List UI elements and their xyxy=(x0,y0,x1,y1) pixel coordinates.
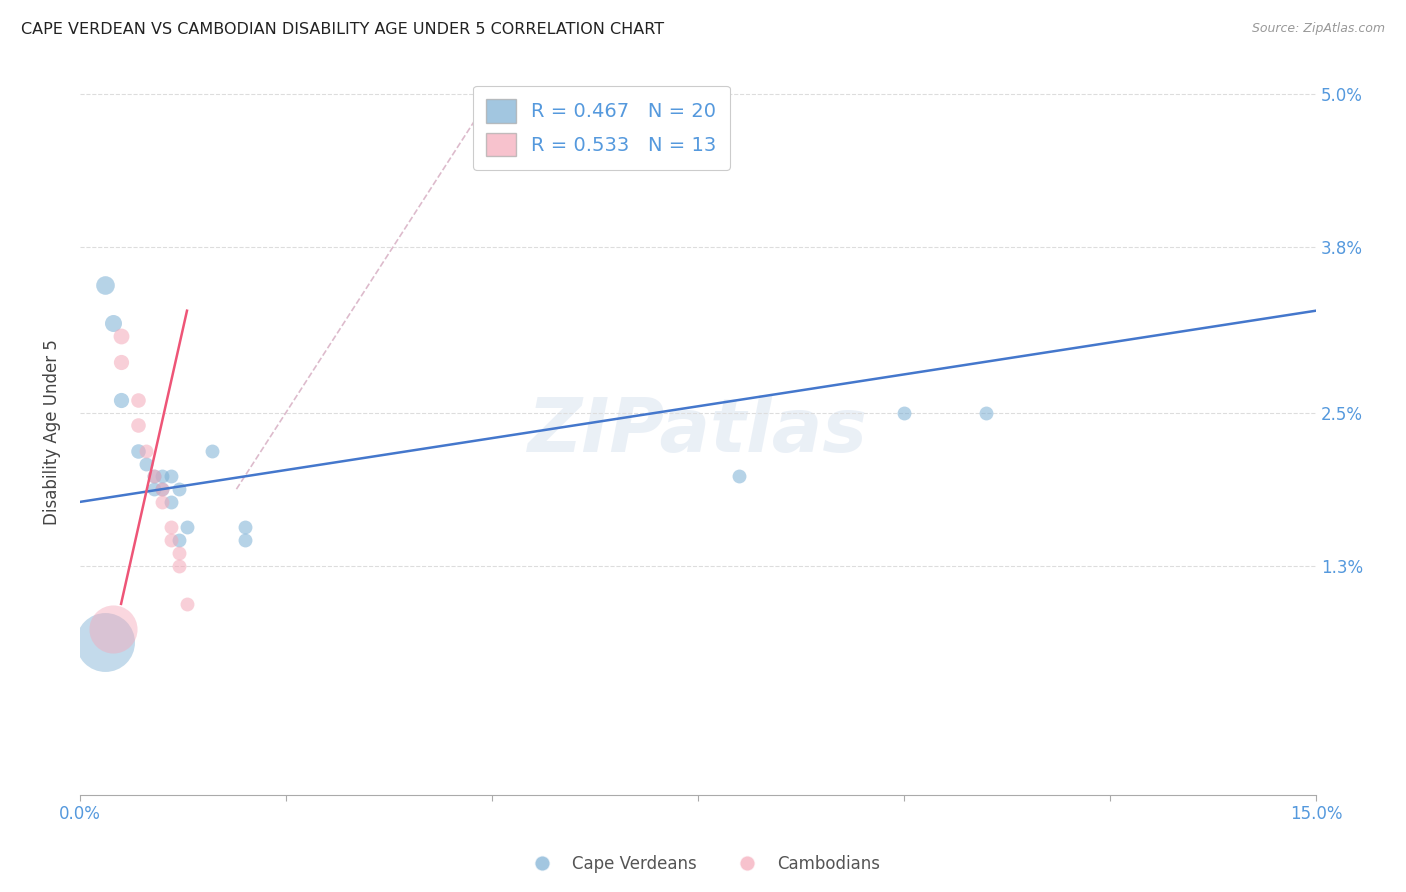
Text: ZIPatlas: ZIPatlas xyxy=(527,395,868,468)
Point xyxy=(176,520,198,534)
Point xyxy=(110,392,132,407)
Point xyxy=(93,635,115,649)
Point xyxy=(176,597,198,611)
Point xyxy=(974,406,997,420)
Point xyxy=(150,482,173,496)
Point xyxy=(893,406,915,420)
Y-axis label: Disability Age Under 5: Disability Age Under 5 xyxy=(44,339,60,524)
Point xyxy=(110,329,132,343)
Point xyxy=(101,623,124,637)
Point xyxy=(728,469,751,483)
Point xyxy=(167,482,190,496)
Point xyxy=(159,520,181,534)
Point xyxy=(143,469,166,483)
Point xyxy=(127,392,149,407)
Point xyxy=(143,469,166,483)
Point xyxy=(135,444,157,458)
Point xyxy=(143,482,166,496)
Point xyxy=(127,418,149,433)
Point xyxy=(150,495,173,509)
Point xyxy=(201,444,224,458)
Point xyxy=(167,546,190,560)
Point xyxy=(135,457,157,471)
Point xyxy=(159,533,181,548)
Point xyxy=(93,278,115,293)
Legend: Cape Verdeans, Cambodians: Cape Verdeans, Cambodians xyxy=(519,848,887,880)
Point xyxy=(167,558,190,573)
Legend: R = 0.467   N = 20, R = 0.533   N = 13: R = 0.467 N = 20, R = 0.533 N = 13 xyxy=(472,86,730,169)
Point xyxy=(150,482,173,496)
Point xyxy=(101,317,124,331)
Point xyxy=(159,469,181,483)
Point xyxy=(159,495,181,509)
Point xyxy=(110,354,132,368)
Point xyxy=(233,520,256,534)
Text: Source: ZipAtlas.com: Source: ZipAtlas.com xyxy=(1251,22,1385,36)
Point xyxy=(127,444,149,458)
Point xyxy=(233,533,256,548)
Text: CAPE VERDEAN VS CAMBODIAN DISABILITY AGE UNDER 5 CORRELATION CHART: CAPE VERDEAN VS CAMBODIAN DISABILITY AGE… xyxy=(21,22,664,37)
Point xyxy=(167,533,190,548)
Point xyxy=(150,469,173,483)
